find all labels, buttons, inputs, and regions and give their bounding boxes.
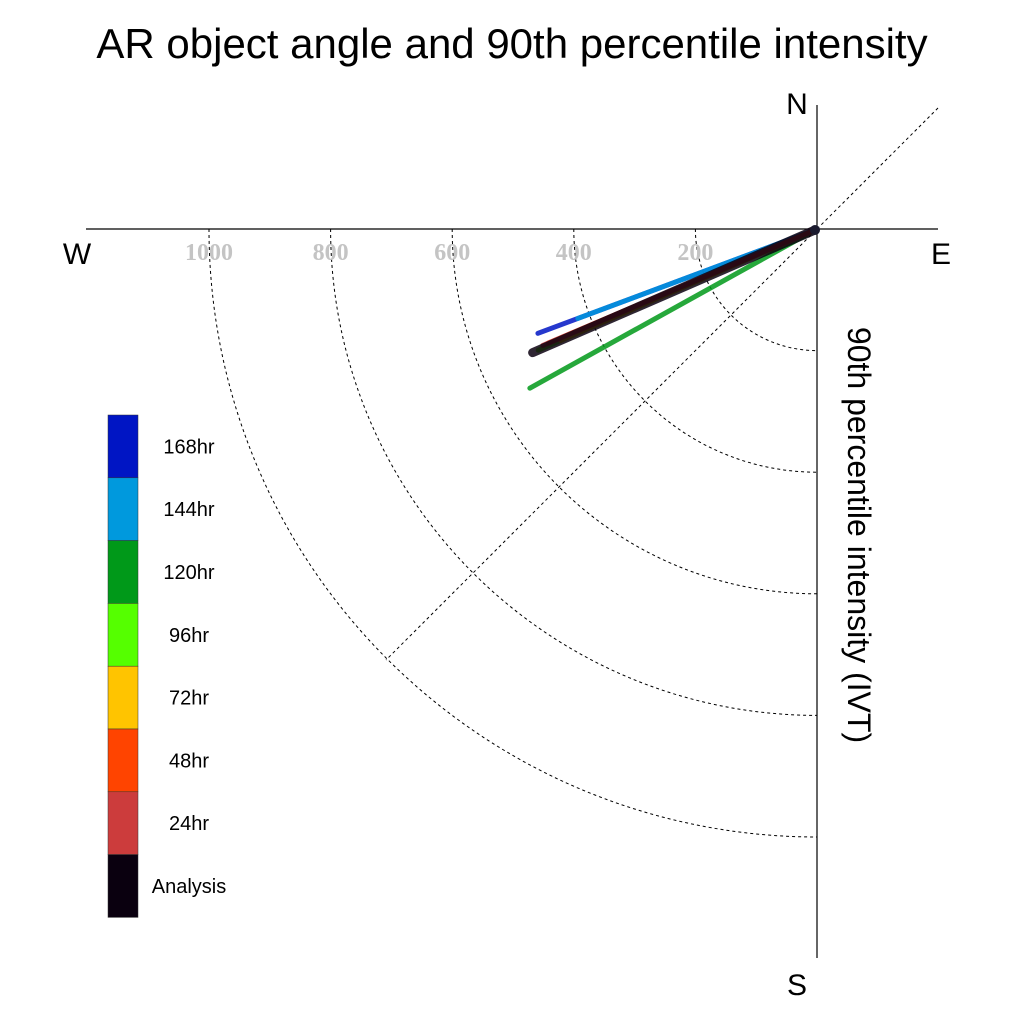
series-line-120hr bbox=[527, 227, 818, 391]
compass-east: E bbox=[931, 238, 951, 271]
radial-tick-label: 200 bbox=[677, 240, 713, 266]
legend-swatch bbox=[107, 665, 139, 730]
grid-arc bbox=[330, 228, 818, 716]
origin-marker bbox=[810, 225, 820, 235]
grid-arc bbox=[451, 228, 818, 595]
legend-swatch bbox=[107, 414, 139, 479]
grid-arc bbox=[573, 228, 818, 473]
compass-north: N bbox=[786, 88, 808, 121]
y-axis-label: 90th percentile intensity (IVT) bbox=[841, 327, 877, 743]
radial-tick-label: 1000 bbox=[185, 240, 233, 266]
legend-label: 168hr bbox=[163, 436, 214, 458]
legend-label: 24hr bbox=[169, 813, 209, 835]
series-lines bbox=[527, 225, 820, 391]
series-line-analysis bbox=[528, 225, 820, 358]
legend-label: Analysis bbox=[152, 876, 226, 898]
legend-swatch bbox=[107, 791, 139, 855]
radial-tick-label: 400 bbox=[556, 240, 592, 266]
polar-grid bbox=[208, 107, 939, 838]
legend-swatch bbox=[107, 854, 139, 918]
legend-label: 120hr bbox=[163, 562, 214, 584]
grid-arc bbox=[694, 228, 818, 352]
radial-tick-labels: 200 400 600 800 1000 bbox=[185, 240, 713, 266]
legend-swatch bbox=[107, 728, 139, 793]
grid-arc bbox=[208, 228, 818, 838]
compass-south: S bbox=[787, 969, 807, 1002]
chart-title: AR object angle and 90th percentile inte… bbox=[96, 20, 927, 67]
legend-swatch bbox=[107, 603, 139, 667]
legend-swatch bbox=[107, 540, 139, 604]
legend: 168hr 144hr 120hr 96hr 72hr 48hr 24hr Analysis bbox=[107, 414, 226, 918]
compass-west: W bbox=[63, 238, 92, 271]
legend-swatch bbox=[107, 477, 139, 541]
grid-diagonal bbox=[385, 107, 939, 661]
legend-label: 96hr bbox=[169, 625, 209, 647]
radial-tick-label: 600 bbox=[434, 240, 470, 266]
legend-label: 48hr bbox=[169, 750, 209, 772]
legend-label: 72hr bbox=[169, 688, 209, 710]
radial-tick-label: 800 bbox=[313, 240, 349, 266]
legend-label: 144hr bbox=[163, 499, 214, 521]
